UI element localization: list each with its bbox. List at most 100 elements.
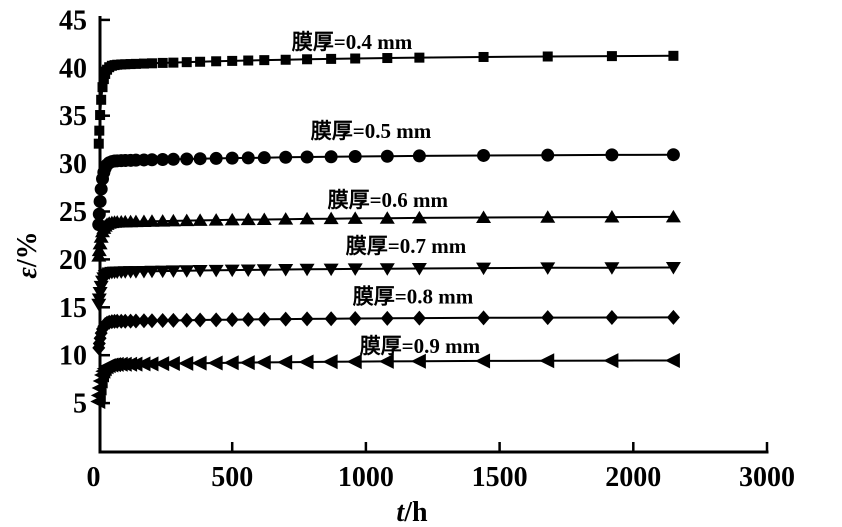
marker-triangle-up [323,211,339,225]
marker-square [93,138,104,149]
y-tick-label: 20 [59,245,87,276]
marker-square [211,56,222,67]
marker-diamond [166,312,180,328]
series-label: 膜厚=0.4 mm [292,30,413,54]
marker-triangle-down [144,265,160,279]
marker-triangle-down [91,293,107,306]
marker-triangle-down [665,262,681,275]
marker-square [280,54,291,65]
marker-circle [156,152,170,166]
series-label: 膜厚=0.7 mm [346,234,467,258]
marker-triangle-up [379,211,395,224]
y-tick-label: 45 [59,5,87,36]
marker-triangle-left [603,353,619,369]
marker-triangle-down [476,262,492,276]
marker-triangle-up [411,210,427,224]
marker-diamond [180,312,194,328]
marker-triangle-up [144,214,160,227]
marker-circle [94,182,108,196]
marker-square [94,125,105,136]
marker-square [382,53,393,64]
series-0.8mm: 膜厚=0.8 mm [92,284,680,356]
marker-circle [348,150,362,164]
marker-square [478,51,489,62]
x-tick-label: 1000 [338,462,394,493]
marker-circle [666,148,680,162]
marker-triangle-down [278,263,294,277]
marker-circle [193,152,207,166]
marker-triangle-up [240,212,256,226]
marker-square [120,59,131,70]
marker-circle [257,151,271,165]
y-tick-label: 10 [59,341,87,372]
marker-circle [180,152,194,166]
marker-circle [279,150,293,164]
series-0.7mm: 膜厚=0.7 mm [91,234,681,312]
x-tick-label: 3000 [739,462,795,493]
marker-triangle-down [256,264,272,277]
marker-triangle-up [165,213,181,227]
series-label: 膜厚=0.9 mm [360,334,481,358]
marker-triangle-up [192,213,208,226]
marker-triangle-left [143,356,159,372]
marker-square [97,82,108,93]
marker-circle [92,207,106,221]
marker-triangle-left [277,354,293,370]
series-label: 膜厚=0.6 mm [328,188,449,212]
marker-triangle-up [540,210,556,223]
y-tick-label: 5 [73,389,87,420]
marker-circle [477,148,491,162]
marker-square [227,55,238,66]
marker-triangle-left [164,356,180,372]
marker-square [326,53,337,64]
marker-triangle-up [224,212,240,226]
marker-triangle-left [191,355,207,371]
marker-circle [412,149,426,163]
marker-triangle-down [192,265,208,278]
marker-triangle-left [255,354,271,370]
y-tick-label: 35 [59,101,87,132]
marker-circle [241,151,255,165]
marker-triangle-left [239,355,255,371]
marker-triangle-down [155,265,171,279]
marker-square [350,53,361,64]
marker-circle [605,148,619,162]
marker-square [668,50,679,61]
marker-triangle-down [540,262,556,275]
marker-triangle-down [379,263,395,276]
marker-triangle-up [91,243,107,257]
marker-circle [145,153,159,167]
marker-triangle-left [223,355,239,371]
marker-square [195,56,206,67]
marker-triangle-down [411,263,427,276]
marker-circle [541,148,555,162]
marker-triangle-down [208,264,224,278]
marker-triangle-left [178,355,194,371]
marker-circle [300,150,314,164]
marker-square [243,55,254,66]
marker-diamond [300,311,314,327]
marker-diamond [666,309,680,325]
marker-square [138,58,149,69]
y-axis-title: ε/% [12,231,43,278]
marker-triangle-left [322,354,338,370]
marker-diamond [412,310,426,326]
marker-triangle-left [346,354,362,370]
marker-triangle-down [240,264,256,277]
marker-circle [166,152,180,166]
x-tick-label: 1500 [472,462,528,493]
y-tick-label: 30 [59,149,87,180]
series-0.6mm: 膜厚=0.6 mm [91,188,681,262]
marker-diamond [145,313,159,329]
marker-triangle-left [539,353,555,369]
marker-square [302,54,313,65]
marker-triangle-down [323,263,339,277]
series-label: 膜厚=0.8 mm [353,284,474,308]
marker-triangle-left [154,356,170,372]
marker-triangle-left [298,354,314,370]
marker-diamond [380,310,394,326]
marker-triangle-left [135,356,151,372]
marker-triangle-up [208,213,224,226]
marker-diamond [156,313,170,329]
